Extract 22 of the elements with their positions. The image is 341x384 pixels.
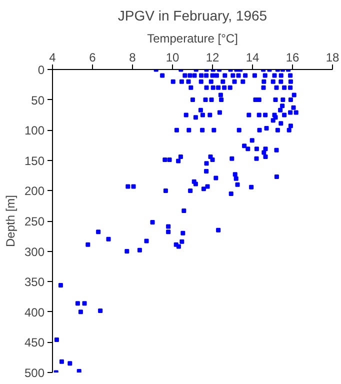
y-tick-label: 400 bbox=[24, 305, 45, 320]
y-tick-label: 250 bbox=[24, 214, 45, 228]
x-axis-title: Temperature [°C] bbox=[147, 32, 238, 46]
y-tick-label: 150 bbox=[24, 154, 45, 168]
y-tick-label: 200 bbox=[24, 184, 45, 198]
y-tick-label: 0 bbox=[38, 63, 45, 77]
x-tick-label: 12 bbox=[206, 50, 220, 64]
chart-title: JPGV in February, 1965 bbox=[118, 8, 268, 24]
x-tick-label: 4 bbox=[49, 50, 56, 64]
y-tick-label: 500 bbox=[24, 366, 45, 380]
x-tick-label: 10 bbox=[166, 50, 180, 64]
y-tick-label: 300 bbox=[24, 244, 45, 259]
x-tick-label: 6 bbox=[89, 50, 96, 64]
y-tick-label: 50 bbox=[31, 93, 45, 108]
x-tick-label: 14 bbox=[246, 50, 260, 64]
y-axis-title: Depth [m] bbox=[3, 194, 18, 248]
y-tick-label: 100 bbox=[24, 124, 45, 138]
x-tick-label: 8 bbox=[129, 50, 136, 64]
y-tick-label: 350 bbox=[24, 275, 45, 290]
y-tick-label: 450 bbox=[24, 336, 45, 350]
x-tick-label: 16 bbox=[286, 50, 300, 64]
x-tick-label: 18 bbox=[326, 50, 340, 64]
